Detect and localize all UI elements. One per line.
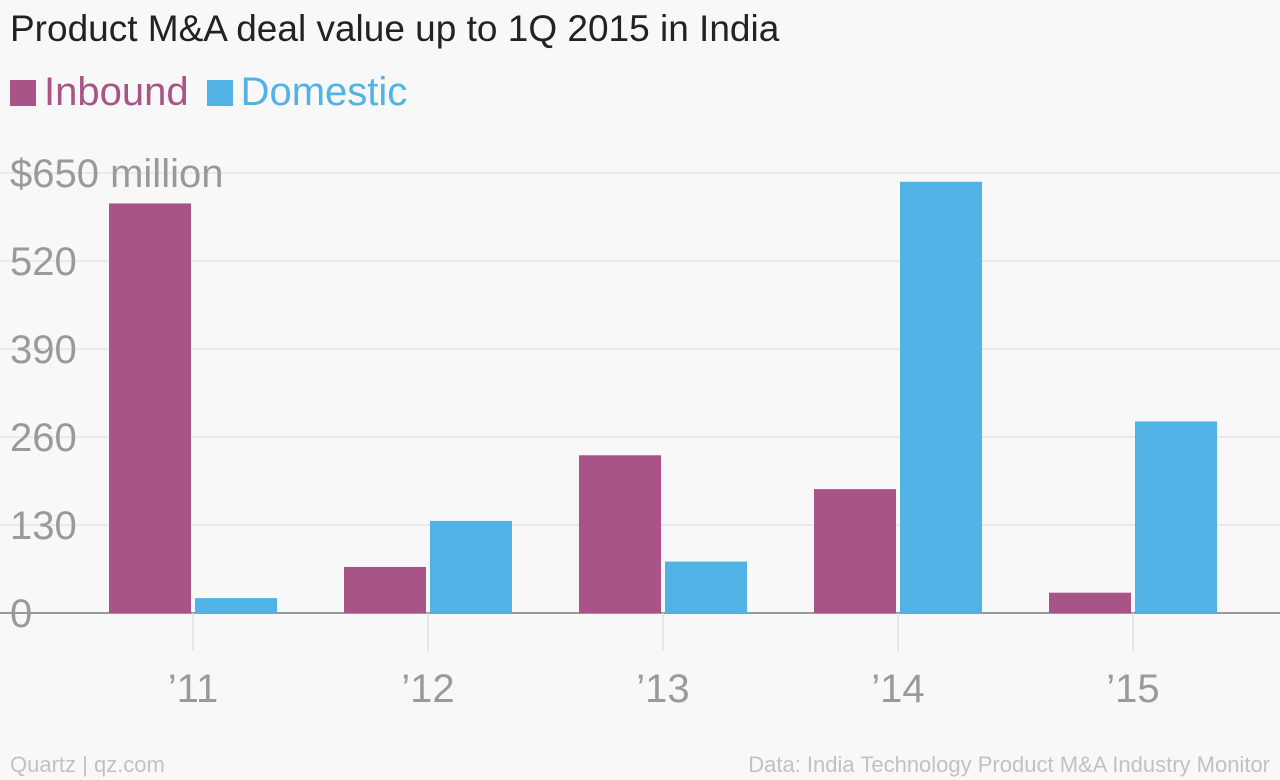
x-tick-marks <box>192 613 1134 651</box>
bar-domestic-1 <box>430 520 512 613</box>
y-tick-label: 520 <box>10 240 77 284</box>
legend-label-domestic: Domestic <box>240 70 408 114</box>
y-tick-label: $650 million <box>10 152 223 196</box>
bar-domestic-3 <box>900 181 982 614</box>
y-tick-labels: 0 130 260 390 520 $650 million <box>10 152 223 636</box>
bar-inbound-2 <box>579 455 661 613</box>
x-tick-label: ’11 <box>168 667 218 711</box>
legend-swatch-domestic <box>206 79 233 106</box>
y-tick-label: 130 <box>10 504 77 548</box>
bars <box>109 181 1217 614</box>
bar-domestic-4 <box>1135 421 1217 613</box>
bar-domestic-0 <box>195 598 277 613</box>
bar-domestic-2 <box>665 561 747 613</box>
x-tick-label: ’12 <box>401 667 454 711</box>
footer-source: Data: India Technology Product M&A Indus… <box>748 752 1270 777</box>
legend-item-domestic: Domestic <box>206 70 408 115</box>
bar-inbound-1 <box>344 566 426 613</box>
footer-credit: Quartz | qz.com <box>10 752 165 777</box>
y-tick-label: 390 <box>10 328 77 372</box>
bar-inbound-0 <box>109 203 191 613</box>
bar-inbound-4 <box>1049 592 1131 613</box>
legend: Inbound Domestic <box>10 70 425 115</box>
x-tick-labels: ’11 ’12 ’13 ’14 ’15 <box>168 667 1160 711</box>
legend-item-inbound: Inbound <box>10 70 189 115</box>
chart-title: Product M&A deal value up to 1Q 2015 in … <box>10 8 780 49</box>
y-tick-label: 0 <box>10 592 32 636</box>
y-tick-label: 260 <box>10 416 77 460</box>
bar-inbound-3 <box>814 489 896 613</box>
x-tick-label: ’13 <box>636 667 689 711</box>
legend-swatch-inbound <box>10 79 36 106</box>
legend-label-inbound: Inbound <box>44 70 189 114</box>
x-tick-label: ’15 <box>1106 667 1159 711</box>
x-tick-label: ’14 <box>871 667 924 711</box>
